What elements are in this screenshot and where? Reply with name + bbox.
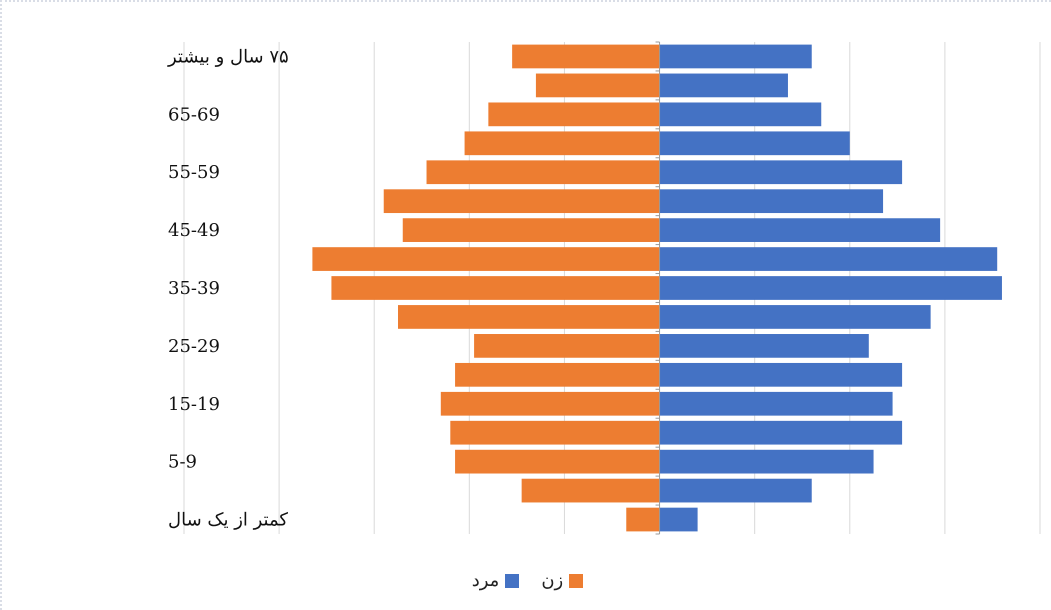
bar-female-9 [312, 247, 660, 271]
category-label: 45-49 [168, 220, 220, 241]
category-label: 65-69 [168, 104, 220, 125]
bar-female-16 [512, 44, 660, 69]
bar-male-13 [659, 131, 850, 156]
legend-label-male: مرد [471, 570, 500, 591]
bar-female-6 [474, 334, 660, 358]
bar-female-3 [450, 420, 660, 445]
category-label: ۷۵ سال و بیشتر [167, 46, 289, 67]
bar-male-3 [659, 420, 903, 445]
bar-male-2 [659, 449, 874, 474]
bar-male-9 [659, 247, 998, 271]
bar-female-11 [383, 189, 660, 214]
category-label: کمتر از یک سال [168, 510, 288, 531]
bar-male-1 [659, 478, 812, 503]
category-label: 35-39 [168, 278, 220, 299]
bar-female-12 [426, 160, 660, 185]
category-labels: کمتر از یک سال 5-9 15-19 25-29 35-39 45-49 55-… [167, 46, 289, 530]
legend-swatch-female [569, 573, 584, 588]
bar-male-6 [659, 334, 869, 358]
category-label: 25-29 [168, 336, 220, 357]
population-pyramid-chart: کمتر از یک سال 5-9 15-19 25-29 35-39 45-49 55-… [167, 41, 1041, 535]
bar-male-11 [659, 189, 884, 214]
bar-male-10 [659, 218, 941, 242]
category-label: 5-9 [168, 452, 197, 473]
bar-female-7 [398, 305, 660, 329]
bar-male-8 [659, 276, 1002, 300]
bar-male-0 [659, 507, 698, 532]
legend-swatch-male [505, 573, 520, 588]
bar-female-10 [402, 218, 660, 242]
bar-male-4 [659, 391, 893, 416]
category-label: 55-59 [168, 162, 220, 183]
bar-female-0 [626, 507, 660, 532]
bar-male-12 [659, 160, 903, 185]
bar-female-1 [521, 478, 660, 503]
bar-female-8 [331, 276, 660, 300]
legend-label-female: زن [541, 570, 564, 591]
bar-male-16 [659, 44, 812, 69]
legend-item-female: زن [541, 570, 584, 591]
bar-female-5 [455, 362, 660, 387]
bar-female-2 [455, 449, 660, 474]
axis-layer [655, 41, 661, 535]
bar-female-14 [488, 102, 660, 127]
bar-female-13 [464, 131, 660, 156]
bar-male-15 [659, 73, 788, 98]
bar-female-4 [440, 391, 660, 416]
bar-female-15 [535, 73, 660, 98]
legend-item-male: مرد [472, 570, 520, 591]
bar-male-5 [659, 362, 903, 387]
category-label: 15-19 [168, 394, 220, 415]
bars-layer [312, 44, 1002, 532]
legend: مرد زن [2, 570, 1051, 591]
bar-male-14 [659, 102, 822, 127]
bar-male-7 [659, 305, 931, 329]
